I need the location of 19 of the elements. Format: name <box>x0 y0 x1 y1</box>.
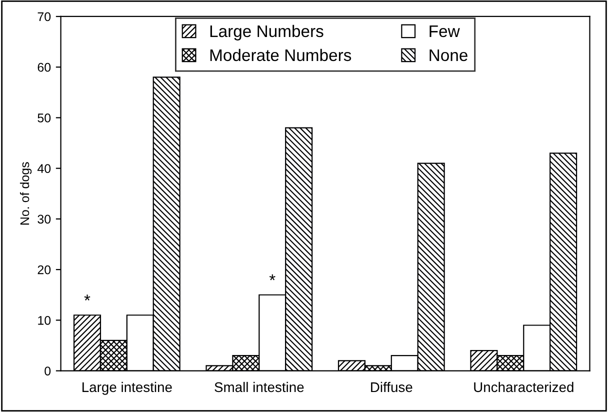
y-tick-label: 50 <box>38 114 51 122</box>
y-tick-label: 0 <box>44 366 51 376</box>
annotation: * <box>84 294 90 300</box>
y-tick-label: 60 <box>38 62 51 72</box>
y-tick-label: 10 <box>38 316 51 325</box>
y-tick-label: 40 <box>37 164 51 173</box>
y-tick-label: 30 <box>38 214 51 224</box>
x-tick-label: Uncharacterized <box>474 382 574 392</box>
legend-label: Few <box>430 26 460 38</box>
annotation: * <box>269 274 276 280</box>
x-tick-label: Large intestine <box>82 382 172 395</box>
y-axis-title: No. of dogs <box>20 162 32 225</box>
x-tick-label: Diffuse <box>371 382 412 392</box>
y-tick-label: 70 <box>38 12 51 22</box>
legend-label: Moderate Numbers <box>210 48 352 62</box>
legend-label: None <box>430 49 468 62</box>
x-tick-label: Small intestine <box>214 382 304 392</box>
legend-label: Large Numbers <box>210 24 324 40</box>
y-tick-label: 20 <box>38 265 51 274</box>
